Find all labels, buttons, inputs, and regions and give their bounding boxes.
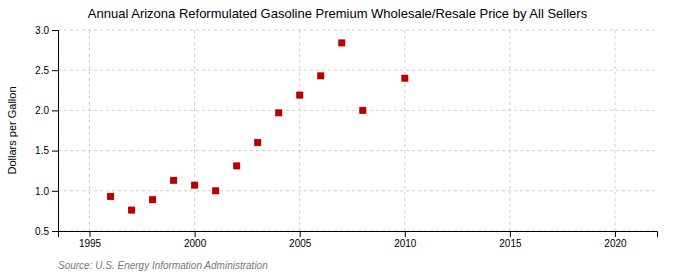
x-tick: 2020 [604,231,627,249]
x-tick-label: 2010 [394,238,417,249]
grid-line-x [299,30,300,231]
y-tick: 1.5 [35,145,58,156]
x-tick-mark [300,231,301,237]
point [191,182,198,189]
point [212,187,219,194]
y-tick-label: 2.5 [35,65,49,76]
x-tick-mark [405,231,406,237]
y-tick-mark [52,151,58,152]
grid [58,30,657,231]
y-tick-label: 2.0 [35,105,49,116]
chart: 1995 2000 2005 2010 2015 2020 0.5 1.0 1.5 2.0 2.5 3… [0,0,675,275]
x-tick: 1995 [79,231,102,249]
point [401,75,408,82]
x-tick-label: 2000 [184,238,207,249]
y-axis-title: Dollars per Gallon [6,86,18,174]
grid-line-y [58,30,657,31]
grid-line-x [404,30,405,231]
plot-area: 1995 2000 2005 2010 2015 2020 0.5 1.0 1.5 2.0 2.5 3… [35,25,657,249]
x-tick: 2005 [289,231,312,249]
point [170,177,177,184]
grid-line-x [89,30,90,231]
point [296,92,303,99]
x-tick-mark [90,231,91,237]
title: Annual Arizona Reformulated Gasoline Pre… [88,6,588,21]
x-tick-label: 2020 [604,238,627,249]
point [359,107,366,114]
grid-line-y [58,190,657,191]
y-tick-mark [52,191,58,192]
grid-line-y [58,150,657,151]
x-tick-mark [195,231,196,237]
y-axis-line [52,31,59,232]
y-tick-label: 1.5 [35,145,49,156]
y-tick: 2.0 [35,105,58,116]
y-tick: 3.0 [35,25,58,36]
x-tick-label: 1995 [79,238,102,249]
y-tick: 1.0 [35,186,58,197]
y-axis: 0.5 1.0 1.5 2.0 2.5 3.0 [35,25,58,237]
grid-line-y [58,110,657,111]
x-tick-mark [615,231,616,237]
x-tick-mark [510,231,511,237]
point [338,39,345,46]
x-tick-label: 2005 [289,238,312,249]
y-tick-mark [52,70,58,71]
point [233,162,240,169]
point [128,207,135,214]
x-axis-line [59,232,658,238]
grid-line-x [509,30,510,231]
point [275,109,282,116]
x-tick: 2000 [184,231,207,249]
annotation: Source: U.S. Energy Information Administ… [58,260,268,271]
y-tick-label: 1.0 [35,186,49,197]
point [107,193,114,200]
x-tick: 2015 [499,231,522,249]
point [149,196,156,203]
grid-line-x [614,30,615,231]
grid-line-x [194,30,195,231]
point [317,72,324,79]
y-tick-mark [52,231,58,232]
x-axis: 1995 2000 2005 2010 2015 2020 [59,231,658,249]
y-tick: 2.5 [35,65,58,76]
grid-line-y [58,70,657,71]
y-tick-label: 0.5 [35,226,49,237]
point [254,139,261,146]
y-tick-label: 3.0 [35,25,49,36]
y-tick-mark [52,30,58,31]
y-tick-mark [52,110,58,111]
x-tick-label: 2015 [499,238,522,249]
x-tick: 2010 [394,231,417,249]
y-tick: 0.5 [35,226,58,237]
points [107,39,408,213]
